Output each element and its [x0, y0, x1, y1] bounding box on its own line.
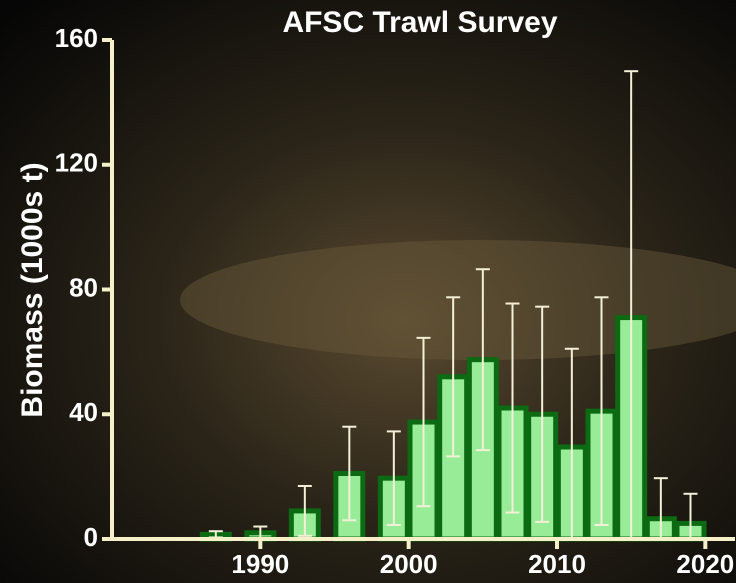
- x-tick-label: 2020: [676, 549, 734, 579]
- x-tick-label: 1990: [231, 549, 289, 579]
- y-tick-label: 40: [69, 397, 98, 427]
- y-tick-label: 160: [55, 23, 98, 53]
- y-tick-label: 0: [84, 522, 98, 552]
- x-tick-label: 2010: [528, 549, 586, 579]
- fish-shape: [180, 240, 736, 360]
- x-tick-label: 2000: [380, 549, 438, 579]
- y-axis-label: Biomass (1000s t): [16, 162, 49, 417]
- y-tick-label: 80: [69, 272, 98, 302]
- chart-title: AFSC Trawl Survey: [282, 6, 557, 39]
- y-tick-label: 120: [55, 148, 98, 178]
